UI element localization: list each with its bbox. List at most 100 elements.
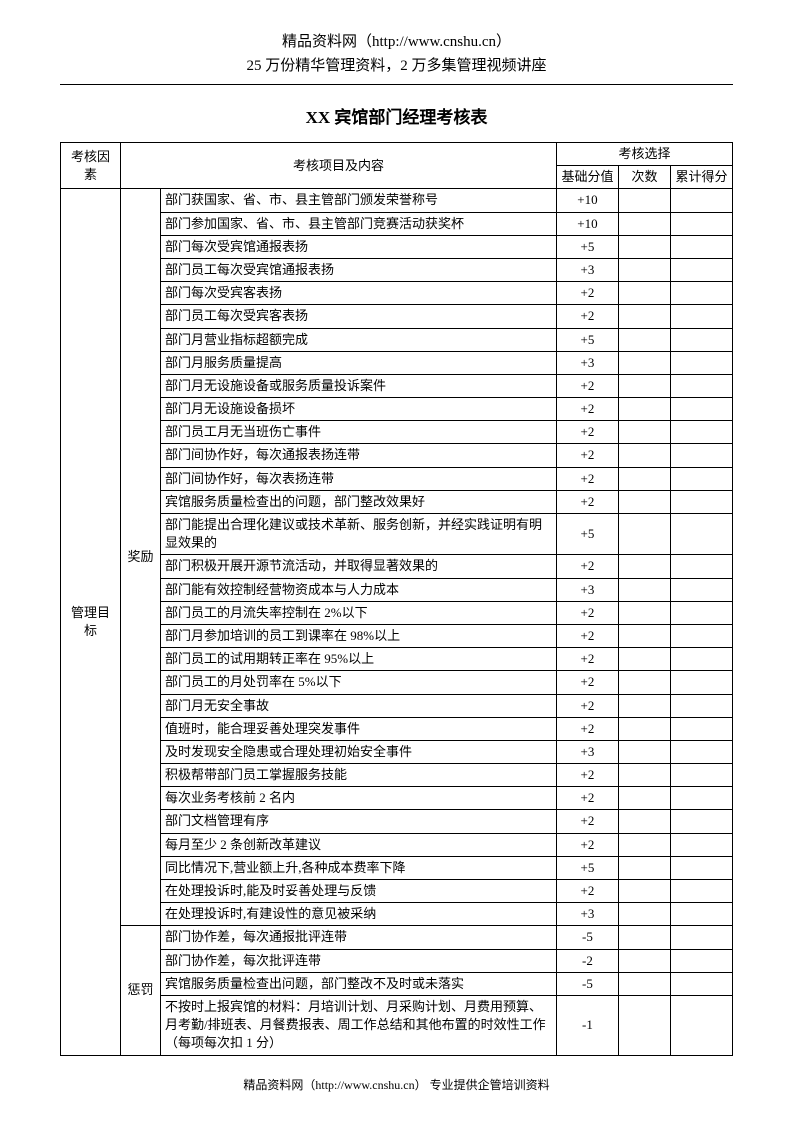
total-cell xyxy=(670,467,732,490)
page-title: XX 宾馆部门经理考核表 xyxy=(60,103,733,128)
count-cell xyxy=(618,972,670,995)
table-row: 部门文档管理有序+2 xyxy=(61,810,733,833)
score-cell: -2 xyxy=(556,949,618,972)
table-row: 及时发现安全隐患或合理处理初始安全事件+3 xyxy=(61,740,733,763)
table-row: 在处理投诉时,能及时妥善处理与反馈+2 xyxy=(61,880,733,903)
table-row: 部门参加国家、省、市、县主管部门竞赛活动获奖杯+10 xyxy=(61,212,733,235)
th-item: 考核项目及内容 xyxy=(121,143,557,189)
item-cell: 部门员工的月处罚率在 5%以下 xyxy=(161,671,557,694)
page-footer: 精品资料网（http://www.cnshu.cn） 专业提供企管培训资料 xyxy=(60,1076,733,1093)
score-cell: +2 xyxy=(556,444,618,467)
total-cell xyxy=(670,444,732,467)
score-cell: +2 xyxy=(556,717,618,740)
total-cell xyxy=(670,258,732,281)
count-cell xyxy=(618,601,670,624)
count-cell xyxy=(618,212,670,235)
count-cell xyxy=(618,351,670,374)
score-cell: +5 xyxy=(556,856,618,879)
item-cell: 部门员工月无当班伤亡事件 xyxy=(161,421,557,444)
item-cell: 部门月服务质量提高 xyxy=(161,351,557,374)
count-cell xyxy=(618,555,670,578)
item-cell: 部门员工的试用期转正率在 95%以上 xyxy=(161,648,557,671)
th-base: 基础分值 xyxy=(556,166,618,189)
table-row: 管理目标奖励部门获国家、省、市、县主管部门颁发荣誉称号+10 xyxy=(61,189,733,212)
header-divider xyxy=(60,84,733,85)
score-cell: +2 xyxy=(556,810,618,833)
table-row: 部门月无设施设备或服务质量投诉案件+2 xyxy=(61,374,733,397)
item-cell: 每月至少 2 条创新改革建议 xyxy=(161,833,557,856)
th-total: 累计得分 xyxy=(670,166,732,189)
count-cell xyxy=(618,764,670,787)
score-cell: +2 xyxy=(556,601,618,624)
count-cell xyxy=(618,717,670,740)
table-row: 部门能有效控制经营物资成本与人力成本+3 xyxy=(61,578,733,601)
table-row: 部门间协作好，每次表扬连带+2 xyxy=(61,467,733,490)
item-cell: 部门能提出合理化建议或技术革新、服务创新，并经实践证明有明显效果的 xyxy=(161,514,557,555)
total-cell xyxy=(670,578,732,601)
header-line-1: 精品资料网（http://www.cnshu.cn） xyxy=(60,30,733,54)
item-cell: 部门间协作好，每次表扬连带 xyxy=(161,467,557,490)
table-row: 部门月营业指标超额完成+5 xyxy=(61,328,733,351)
total-cell xyxy=(670,972,732,995)
item-cell: 及时发现安全隐患或合理处理初始安全事件 xyxy=(161,740,557,763)
table-row: 每月至少 2 条创新改革建议+2 xyxy=(61,833,733,856)
th-select-group: 考核选择 xyxy=(556,143,732,166)
table-row: 部门月服务质量提高+3 xyxy=(61,351,733,374)
total-cell xyxy=(670,601,732,624)
table-row: 积极帮带部门员工掌握服务技能+2 xyxy=(61,764,733,787)
table-row: 部门月无安全事故+2 xyxy=(61,694,733,717)
item-cell: 部门能有效控制经营物资成本与人力成本 xyxy=(161,578,557,601)
count-cell xyxy=(618,648,670,671)
score-cell: +2 xyxy=(556,398,618,421)
table-row: 部门员工的月处罚率在 5%以下+2 xyxy=(61,671,733,694)
item-cell: 宾馆服务质量检查出的问题，部门整改效果好 xyxy=(161,490,557,513)
count-cell xyxy=(618,282,670,305)
score-cell: +2 xyxy=(556,490,618,513)
item-cell: 在处理投诉时,能及时妥善处理与反馈 xyxy=(161,880,557,903)
score-cell: +2 xyxy=(556,467,618,490)
total-cell xyxy=(670,787,732,810)
header-line-2: 25 万份精华管理资料，2 万多集管理视频讲座 xyxy=(60,54,733,78)
count-cell xyxy=(618,578,670,601)
score-cell: +2 xyxy=(556,555,618,578)
item-cell: 部门月参加培训的员工到课率在 98%以上 xyxy=(161,624,557,647)
total-cell xyxy=(670,555,732,578)
table-row: 部门员工的月流失率控制在 2%以下+2 xyxy=(61,601,733,624)
total-cell xyxy=(670,740,732,763)
table-row: 部门间协作好，每次通报表扬连带+2 xyxy=(61,444,733,467)
score-cell: +2 xyxy=(556,421,618,444)
item-cell: 部门员工每次受宾客表扬 xyxy=(161,305,557,328)
count-cell xyxy=(618,694,670,717)
item-cell: 积极帮带部门员工掌握服务技能 xyxy=(161,764,557,787)
score-cell: -5 xyxy=(556,972,618,995)
table-row: 部门能提出合理化建议或技术革新、服务创新，并经实践证明有明显效果的+5 xyxy=(61,514,733,555)
page-header: 精品资料网（http://www.cnshu.cn） 25 万份精华管理资料，2… xyxy=(60,30,733,78)
count-cell xyxy=(618,995,670,1055)
total-cell xyxy=(670,421,732,444)
item-cell: 部门文档管理有序 xyxy=(161,810,557,833)
score-cell: +2 xyxy=(556,648,618,671)
table-row: 不按时上报宾馆的材料：月培训计划、月采购计划、月费用预算、月考勤/排班表、月餐费… xyxy=(61,995,733,1055)
table-row: 部门月无设施设备损坏+2 xyxy=(61,398,733,421)
score-cell: +3 xyxy=(556,578,618,601)
total-cell xyxy=(670,926,732,949)
total-cell xyxy=(670,235,732,258)
assessment-table: 考核因素 考核项目及内容 考核选择 基础分值 次数 累计得分 管理目标奖励部门获… xyxy=(60,142,733,1056)
score-cell: +5 xyxy=(556,235,618,258)
item-cell: 部门月无设施设备损坏 xyxy=(161,398,557,421)
count-cell xyxy=(618,926,670,949)
total-cell xyxy=(670,694,732,717)
score-cell: +2 xyxy=(556,671,618,694)
item-cell: 每次业务考核前 2 名内 xyxy=(161,787,557,810)
count-cell xyxy=(618,328,670,351)
count-cell xyxy=(618,490,670,513)
count-cell xyxy=(618,421,670,444)
table-row: 部门员工每次受宾馆通报表扬+3 xyxy=(61,258,733,281)
item-cell: 部门协作差，每次批评连带 xyxy=(161,949,557,972)
count-cell xyxy=(618,514,670,555)
score-cell: +3 xyxy=(556,351,618,374)
reward-cell: 奖励 xyxy=(121,189,161,926)
count-cell xyxy=(618,671,670,694)
total-cell xyxy=(670,351,732,374)
count-cell xyxy=(618,258,670,281)
